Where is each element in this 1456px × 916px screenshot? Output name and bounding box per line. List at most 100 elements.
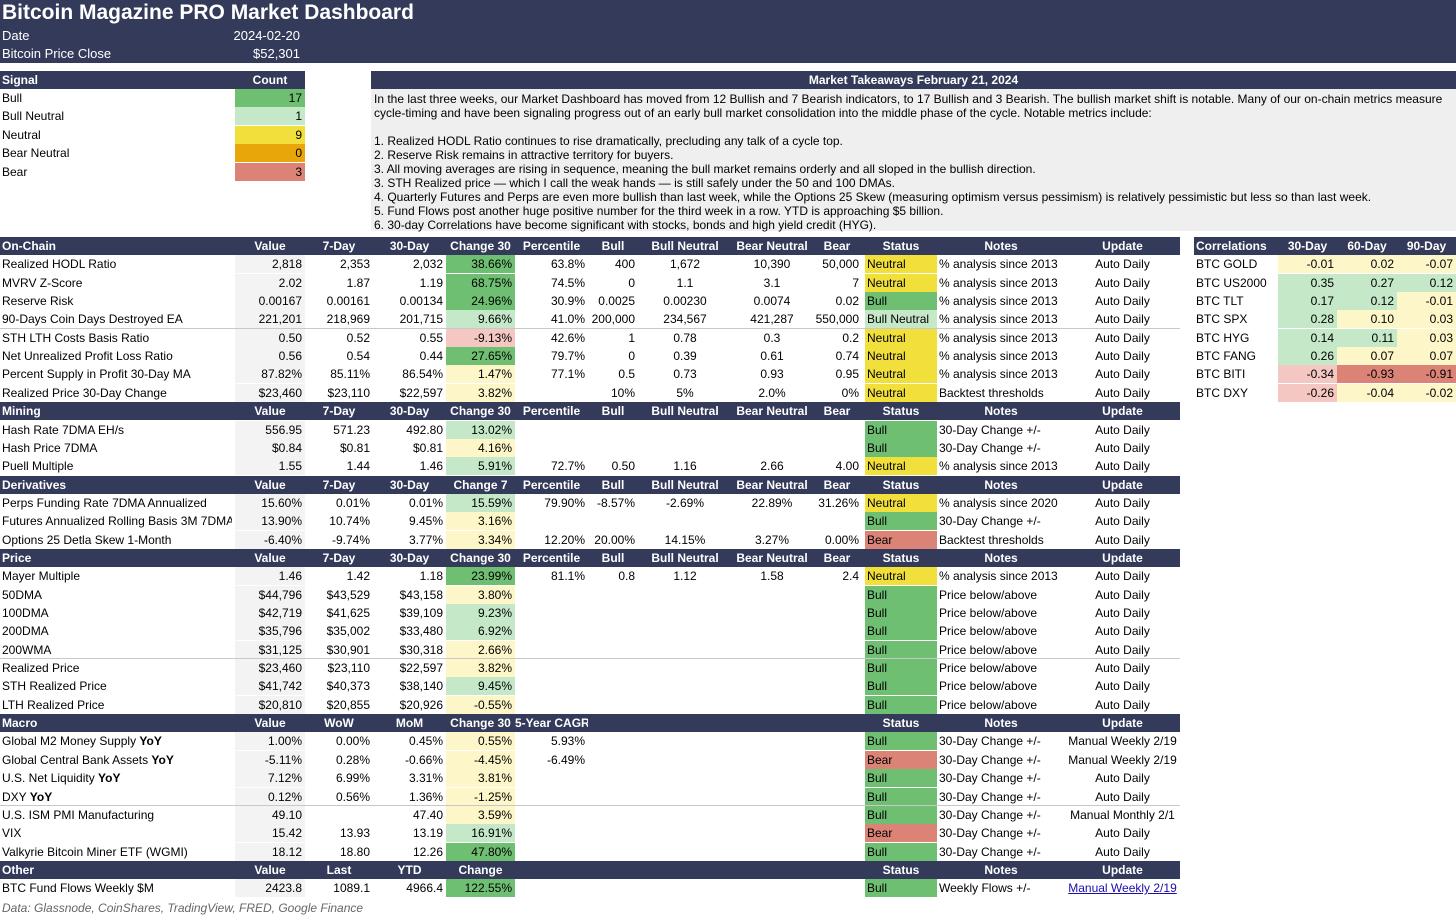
value-cell: 49.10 bbox=[235, 805, 305, 824]
period-2-cell: 0.45% bbox=[408, 734, 443, 749]
percentile-cell bbox=[515, 586, 588, 604]
column-header: Percentile bbox=[522, 550, 581, 565]
bear-threshold bbox=[812, 843, 862, 861]
value-cell: 7.12% bbox=[235, 769, 305, 788]
period-1-cell: -9.74% bbox=[331, 532, 370, 547]
metric-name: Valkyrie Bitcoin Miner ETF (WGMI) bbox=[2, 844, 188, 859]
column-header: Bear Neutral bbox=[736, 404, 808, 419]
bull-neutral-threshold: -2.69% bbox=[665, 495, 705, 510]
row-divider bbox=[0, 658, 1180, 660]
correlation-value: -0.01 bbox=[1397, 292, 1456, 311]
value-cell: 1.00% bbox=[235, 732, 305, 751]
date-label: Date bbox=[2, 28, 30, 43]
metric-name: Perps Funding Rate 7DMA Annualized bbox=[2, 495, 207, 510]
bear-threshold bbox=[812, 769, 862, 787]
column-header: Last bbox=[326, 862, 352, 877]
bear-neutral-threshold: 421,287 bbox=[750, 312, 794, 327]
period-2-cell: $43,158 bbox=[399, 587, 443, 602]
section-header-macro: Macro Value WoW MoM Change 30 5-Year CAGR Stat… bbox=[0, 714, 1180, 733]
percentile-cell bbox=[515, 622, 588, 640]
section-header-mining: Mining Value 7-Day 30-Day Change 30 Percentil… bbox=[0, 402, 1180, 421]
percentile-cell bbox=[515, 384, 588, 402]
percentile-cell: 79.7% bbox=[550, 349, 585, 364]
period-1-cell: 0.56% bbox=[335, 789, 370, 804]
bear-neutral-threshold bbox=[732, 769, 812, 787]
bear-neutral-threshold: 0.3 bbox=[763, 330, 781, 345]
signal-label: Bear bbox=[2, 164, 28, 179]
metric-name: Global Central Bank Assets YoY bbox=[0, 751, 232, 769]
table-row: STH LTH Costs Basis Ratio 0.50 0.52 0.55 -9.… bbox=[0, 328, 1180, 347]
correlation-value: 0.10 bbox=[1337, 310, 1397, 329]
metric-name: Realized Price bbox=[2, 661, 80, 676]
bull-threshold: 1 bbox=[628, 330, 635, 345]
notes-cell: Price below/above bbox=[939, 587, 1038, 602]
bear-threshold: 0.00% bbox=[824, 532, 859, 547]
bear-threshold bbox=[812, 512, 862, 530]
correlation-row: BTC US2000 0.35 0.27 0.12 bbox=[1194, 273, 1456, 292]
percentile-cell bbox=[515, 824, 588, 842]
status-badge: Neutral bbox=[865, 273, 937, 292]
period-1-cell: $35,002 bbox=[326, 624, 370, 639]
bull-neutral-threshold bbox=[638, 806, 732, 824]
bear-neutral-threshold bbox=[732, 843, 812, 861]
bull-neutral-threshold bbox=[638, 421, 732, 439]
update-cell[interactable]: Manual Weekly 2/19 bbox=[1065, 879, 1180, 897]
percentile-cell: 72.7% bbox=[550, 459, 585, 474]
bear-threshold bbox=[812, 641, 862, 659]
metric-name: MVRV Z-Score bbox=[2, 275, 83, 290]
status-badge: Bull bbox=[865, 732, 937, 751]
bear-neutral-threshold bbox=[732, 824, 812, 842]
update-link[interactable]: Manual Weekly 2/19 bbox=[1068, 881, 1177, 896]
column-header: Change 30 bbox=[450, 404, 511, 419]
column-header: Bull bbox=[601, 404, 625, 419]
metric-name: VIX bbox=[2, 826, 22, 841]
bull-neutral-threshold: 1.16 bbox=[673, 459, 697, 474]
bear-threshold bbox=[812, 677, 862, 695]
bear-neutral-threshold bbox=[732, 586, 812, 604]
column-header: 7-Day bbox=[322, 404, 356, 419]
bear-threshold bbox=[812, 788, 862, 806]
value-cell: 87.82% bbox=[235, 365, 305, 384]
column-header: Change 7 bbox=[453, 477, 508, 492]
column-header bbox=[515, 861, 588, 879]
bull-threshold: 0.8 bbox=[618, 569, 635, 584]
bear-threshold: 50,000 bbox=[822, 257, 859, 272]
signal-count: 3 bbox=[235, 162, 305, 181]
value-cell: 0.00167 bbox=[235, 292, 305, 311]
notes-cell: % analysis since 2013 bbox=[939, 275, 1058, 290]
bear-threshold: 550,000 bbox=[815, 312, 859, 327]
correlation-value: 0.02 bbox=[1337, 255, 1397, 274]
metric-name: STH LTH Costs Basis Ratio bbox=[2, 330, 150, 345]
column-header bbox=[812, 714, 862, 732]
metric-base-name: DXY bbox=[2, 789, 30, 804]
update-cell: Auto Daily bbox=[1095, 385, 1150, 400]
metric-name: Percent Supply in Profit 30-Day MA bbox=[2, 367, 191, 382]
column-header: Status bbox=[882, 862, 920, 877]
percentile-cell: 79.90% bbox=[544, 495, 585, 510]
status-badge: Bull bbox=[865, 769, 937, 788]
column-header: Status bbox=[882, 477, 920, 492]
signal-row: Neutral 9 bbox=[0, 125, 305, 144]
metric-name: Mayer Multiple bbox=[2, 569, 81, 584]
dashboard-header: Bitcoin Magazine PRO Market Dashboard Da… bbox=[0, 0, 1456, 63]
table-row: MVRV Z-Score 2.02 1.87 1.19 68.75% 74.5% 0 1.1 3… bbox=[0, 273, 1180, 292]
period-2-cell: 3.31% bbox=[408, 771, 443, 786]
change-cell: 0.55% bbox=[446, 732, 515, 751]
bull-threshold: 400 bbox=[614, 257, 635, 272]
bear-threshold bbox=[812, 806, 862, 824]
bear-threshold: 0.74 bbox=[835, 349, 859, 364]
table-row: Reserve Risk 0.00167 0.00161 0.00134 24.96% 3… bbox=[0, 292, 1180, 311]
table-row: Hash Rate 7DMA EH/s 556.95 571.23 492.80 13.… bbox=[0, 420, 1180, 439]
metric-name: DXY YoY bbox=[0, 788, 232, 806]
status-badge: Bull bbox=[865, 805, 937, 824]
period-2-cell: $22,597 bbox=[399, 385, 443, 400]
bull-neutral-threshold: 14.15% bbox=[664, 532, 706, 547]
notes-cell: 30-Day Change +/- bbox=[939, 826, 1041, 841]
value-cell: -6.40% bbox=[235, 530, 305, 549]
bull-threshold: 0 bbox=[628, 275, 635, 290]
bull-neutral-threshold bbox=[638, 622, 732, 640]
value-cell: $35,796 bbox=[235, 622, 305, 641]
period-2-cell: 4966.4 bbox=[406, 881, 443, 896]
value-cell: 556.95 bbox=[235, 420, 305, 439]
metric-name: Hash Price 7DMA bbox=[2, 440, 98, 455]
